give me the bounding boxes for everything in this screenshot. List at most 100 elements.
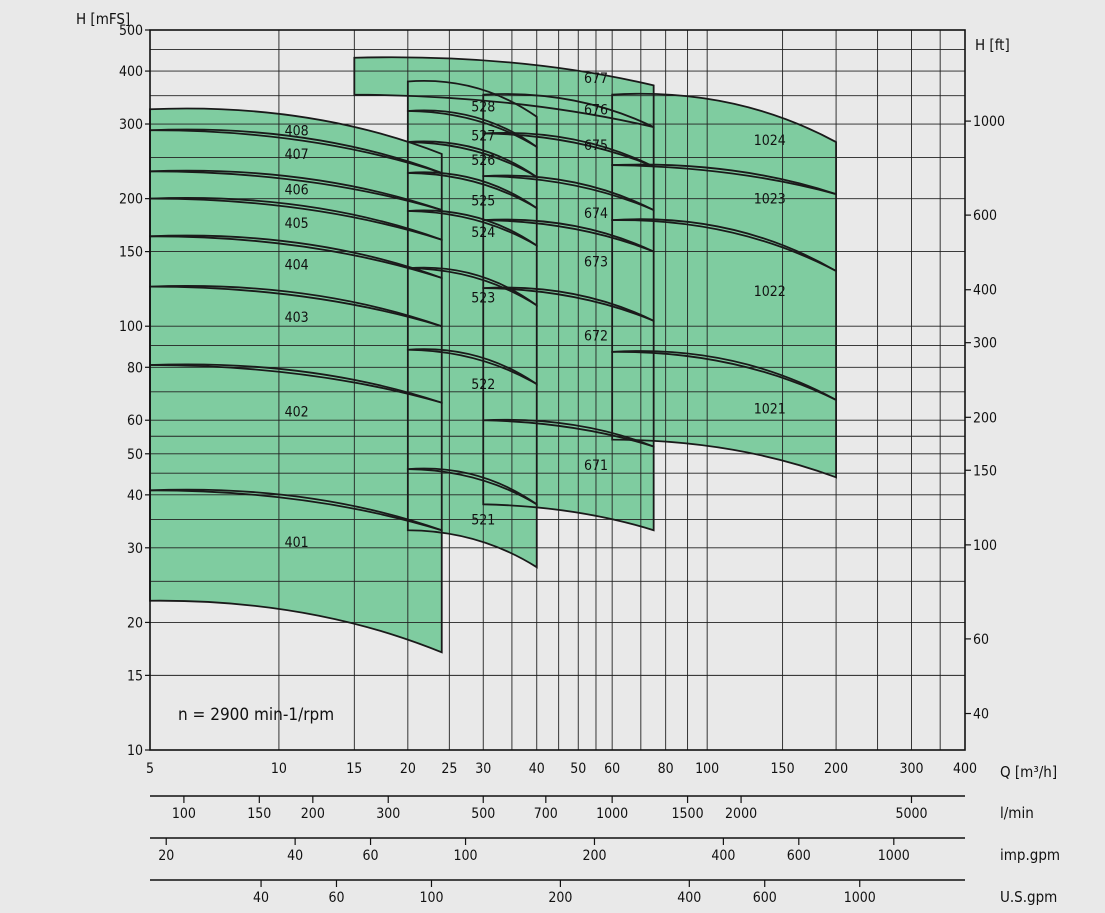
pump-label-525: 525 <box>471 193 495 209</box>
secondary-tick-label: 400 <box>677 890 701 906</box>
pump-outline-521 <box>406 467 538 569</box>
secondary-tick-label: 40 <box>287 848 303 864</box>
y-tick-label: 300 <box>119 117 143 133</box>
x-axis-label: Q [m³/h] <box>1000 763 1057 781</box>
secondary-tick-label: 200 <box>548 890 572 906</box>
pump-label-1023: 1023 <box>754 192 786 208</box>
x-tick-label: 25 <box>441 761 457 777</box>
secondary-tick-label: 600 <box>787 848 811 864</box>
y-tick-label: 15 <box>127 668 143 684</box>
y-tick-label: 20 <box>127 615 143 631</box>
pump-label-402: 402 <box>285 404 309 420</box>
secondary-tick-label: 20 <box>158 848 174 864</box>
pump-outline-402 <box>149 363 443 532</box>
y-tick-label: 200 <box>119 192 143 208</box>
pump-outline-1021 <box>611 350 837 479</box>
x-tick-label: 50 <box>570 761 586 777</box>
y-right-tick-label: 400 <box>973 283 997 299</box>
pump-label-677: 677 <box>584 71 608 87</box>
pump-label-671: 671 <box>584 458 608 474</box>
x-tick-label: 400 <box>953 761 977 777</box>
pump-label-523: 523 <box>471 290 495 306</box>
pump-label-675: 675 <box>584 138 608 154</box>
y-tick-label: 80 <box>127 360 143 376</box>
y-right-tick-label: 600 <box>973 208 997 224</box>
y-tick-labels: 10 15 20 30 40 50 60 80 100 150 200 300 400 500 <box>119 23 150 759</box>
pump-area-677 <box>354 57 654 128</box>
pump-label-404: 404 <box>285 257 309 273</box>
pump-outline-671 <box>482 418 655 532</box>
secondary-tick-label: 100 <box>419 890 443 906</box>
pump-area-1022 <box>612 219 837 400</box>
pump-area-403 <box>150 285 442 403</box>
pump-area-1021 <box>612 351 837 478</box>
y-tick-label: 60 <box>127 413 143 429</box>
secondary-axis-unit: imp.gpm <box>1000 846 1060 864</box>
secondary-tick-label: 700 <box>534 806 558 822</box>
x-tick-label: 20 <box>400 761 416 777</box>
pump-area-673 <box>483 219 654 321</box>
x-tick-label: 60 <box>604 761 620 777</box>
secondary-tick-label: 40 <box>253 890 269 906</box>
pump-outline-675 <box>482 132 655 212</box>
pump-area-401 <box>150 489 442 653</box>
pump-label-673: 673 <box>584 255 608 271</box>
pump-label-1024: 1024 <box>754 133 786 149</box>
secondary-x-axes: 100 150 200 300 500 700 1000 1500 2000 5000 l/min 2… <box>150 795 1060 906</box>
pump-label-526: 526 <box>471 153 495 169</box>
pump-outline-673 <box>482 218 655 323</box>
pump-outline-524 <box>406 209 538 307</box>
pump-label-522: 522 <box>471 377 495 393</box>
y-right-tick-label: 150 <box>973 463 997 479</box>
x-tick-label: 150 <box>771 761 795 777</box>
x-tick-labels: 5 10 15 20 25 30 40 50 60 80 100 150 200 300 400 <box>146 761 977 777</box>
secondary-axis-unit: U.S.gpm <box>1000 888 1057 906</box>
y-right-tick-label: 60 <box>973 632 989 648</box>
y-right-axis-label: H [ft] <box>975 36 1010 54</box>
plot-frame <box>149 29 966 751</box>
x-tick-label: 10 <box>271 761 287 777</box>
pump-outline-526 <box>406 140 538 210</box>
x-tick-label: 40 <box>529 761 545 777</box>
pump-outline-528 <box>406 80 538 149</box>
pump-outline-1024 <box>611 92 837 196</box>
pump-label-401: 401 <box>285 535 309 551</box>
pump-outline-1023 <box>611 163 837 273</box>
pump-outline-401 <box>149 488 443 654</box>
y-tick-label: 100 <box>119 319 143 335</box>
y-tick-label: 150 <box>119 245 143 261</box>
pump-label-527: 527 <box>471 128 495 144</box>
pump-curve-outlines <box>149 56 837 654</box>
y-tick-label: 400 <box>119 64 143 80</box>
pump-label-1021: 1021 <box>754 401 786 417</box>
pump-label-524: 524 <box>471 225 495 241</box>
secondary-tick-label: 1000 <box>878 848 910 864</box>
x-tick-label: 80 <box>658 761 674 777</box>
secondary-tick-label: 150 <box>247 806 271 822</box>
secondary-tick-label: 500 <box>471 806 495 822</box>
pump-area-408 <box>150 108 442 173</box>
pump-outline-522 <box>406 348 538 506</box>
x-tick-label: 300 <box>899 761 923 777</box>
secondary-tick-label: 100 <box>454 848 478 864</box>
secondary-tick-label: 1000 <box>844 890 876 906</box>
x-tick-label: 15 <box>346 761 362 777</box>
pump-outline-677 <box>353 56 655 129</box>
secondary-tick-label: 200 <box>582 848 606 864</box>
pump-label-676: 676 <box>584 102 608 118</box>
secondary-tick-label: 300 <box>376 806 400 822</box>
y-tick-label: 500 <box>119 23 143 39</box>
pump-outline-672 <box>482 286 655 448</box>
pump-area-671 <box>483 419 654 531</box>
secondary-tick-label: 1000 <box>596 806 628 822</box>
x-tick-label: 100 <box>695 761 719 777</box>
pump-outline-523 <box>406 266 538 386</box>
secondary-tick-label: 1500 <box>672 806 704 822</box>
pump-label-674: 674 <box>584 206 608 222</box>
y-tick-label: 10 <box>127 743 143 759</box>
pump-label-408: 408 <box>285 123 309 139</box>
pump-curve-labels: 401 402 403 404 405 406 407 408 521 522 523 524 525 5… <box>285 71 786 551</box>
pump-area-402 <box>150 364 442 531</box>
pump-label-407: 407 <box>285 147 309 163</box>
